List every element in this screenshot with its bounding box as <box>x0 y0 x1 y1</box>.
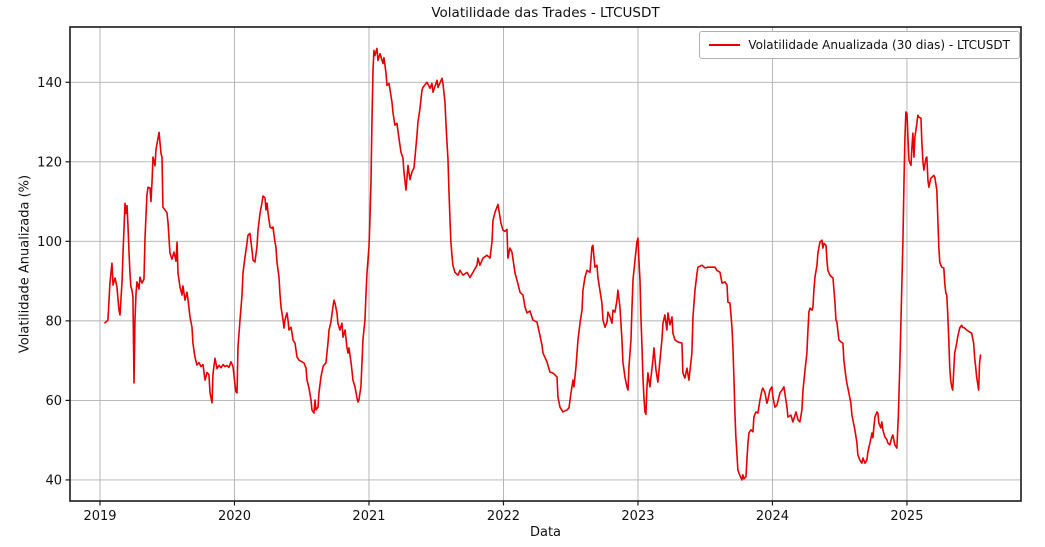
axis-tick-labels: 2019 2020 2021 2022 2023 2024 2025 40 60 80 100 120… <box>37 76 923 524</box>
y-tick-label: 80 <box>45 314 62 329</box>
plot-frame <box>69 26 1022 502</box>
x-tick-label: 2019 <box>83 509 116 524</box>
y-tick-label: 120 <box>37 155 62 170</box>
chart-title: Volatilidade das Trades - LTCUSDT <box>431 5 660 21</box>
axis-ticks <box>65 81 908 506</box>
x-tick-label: 2024 <box>756 509 789 524</box>
legend-line-swatch <box>709 44 741 46</box>
y-tick-label: 60 <box>45 394 62 409</box>
y-tick-label: 40 <box>45 473 62 488</box>
y-tick-label: 100 <box>37 235 62 250</box>
x-tick-label: 2020 <box>218 509 251 524</box>
x-tick-label: 2021 <box>352 509 385 524</box>
x-tick-label: 2025 <box>890 509 923 524</box>
volatility-line <box>104 47 982 481</box>
legend: Volatilidade Anualizada (30 dias) - LTCU… <box>699 31 1020 59</box>
grid <box>70 27 1021 501</box>
x-tick-label: 2023 <box>621 509 654 524</box>
legend-label: Volatilidade Anualizada (30 dias) - LTCU… <box>748 38 1010 52</box>
x-axis-label: Data <box>529 525 562 540</box>
x-tick-label: 2022 <box>487 509 520 524</box>
y-tick-label: 140 <box>37 76 62 91</box>
